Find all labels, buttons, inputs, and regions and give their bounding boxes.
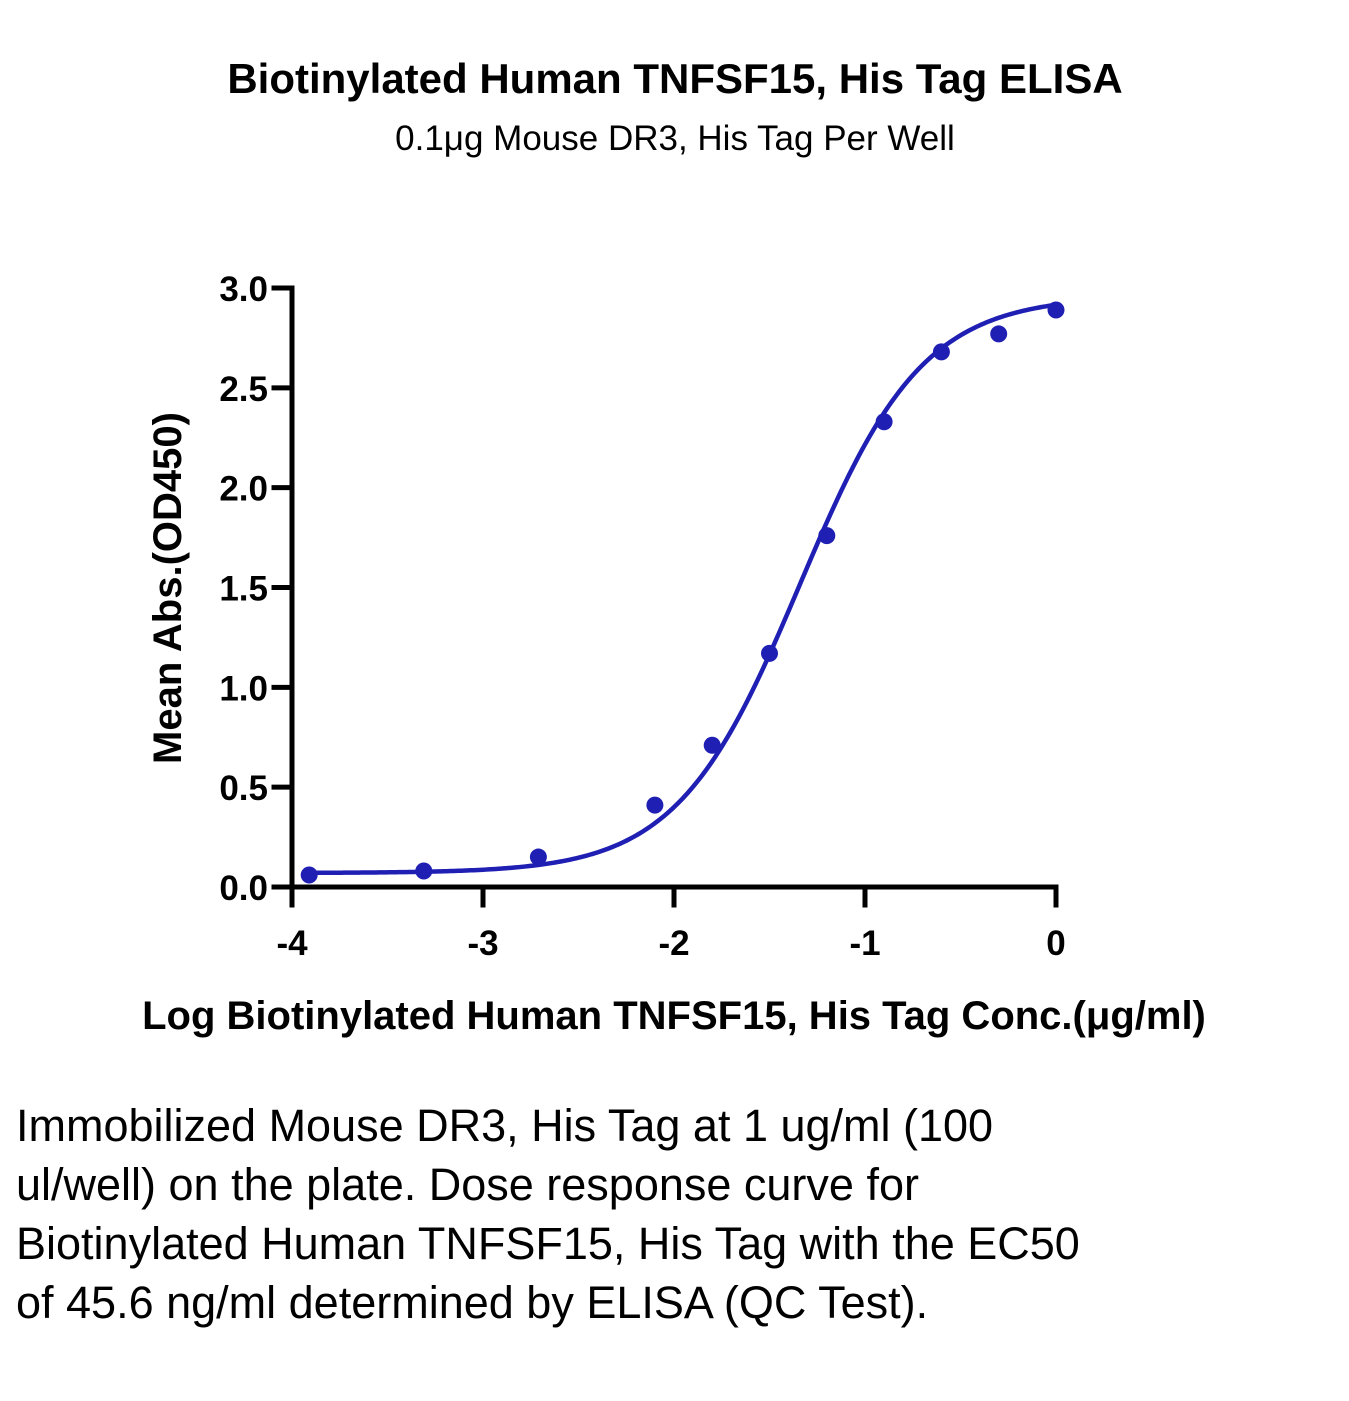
- chart-subtitle: 0.1μg Mouse DR3, His Tag Per Well: [395, 119, 955, 158]
- data-point: [875, 413, 893, 431]
- y-tick-label: 2.0: [219, 470, 268, 509]
- elisa-chart: Biotinylated Human TNFSF15, His Tag ELIS…: [142, 55, 1206, 1038]
- data-point: [990, 325, 1008, 343]
- data-point: [415, 862, 433, 880]
- x-tick-label: -1: [849, 924, 880, 963]
- chart-title: Biotinylated Human TNFSF15, His Tag ELIS…: [227, 55, 1122, 102]
- data-point: [300, 866, 318, 884]
- fit-curve: [309, 302, 1057, 876]
- fit-curve-layer: [309, 302, 1057, 876]
- data-point: [646, 796, 664, 814]
- figure-caption: Immobilized Mouse DR3, His Tag at 1 ug/m…: [16, 1100, 1080, 1328]
- data-point: [703, 736, 721, 754]
- axes: 0.0 0.5 1.0 1.5 2.0 2.5 3.0 -4 -3 -2 -1 0: [219, 270, 1065, 963]
- x-tick-label: 0: [1046, 924, 1065, 963]
- data-point: [818, 527, 836, 545]
- y-tick-label: 0.0: [219, 869, 268, 908]
- y-tick-label: 3.0: [219, 270, 268, 309]
- x-tick-label: -2: [658, 924, 689, 963]
- x-tick-label: -3: [467, 924, 498, 963]
- y-tick-label: 0.5: [219, 769, 268, 808]
- data-point: [761, 644, 778, 662]
- y-axis-label: Mean Abs.(OD450): [146, 412, 190, 764]
- y-tick-label: 2.5: [219, 370, 268, 409]
- x-tick-label: -4: [276, 924, 308, 963]
- data-point: [529, 848, 547, 866]
- data-point: [1047, 301, 1065, 319]
- x-axis-label: Log Biotinylated Human TNFSF15, His Tag …: [142, 994, 1206, 1038]
- y-tick-label: 1.0: [219, 669, 268, 708]
- y-tick-label: 1.5: [219, 570, 268, 609]
- data-point: [932, 343, 950, 361]
- data-points: [300, 301, 1065, 884]
